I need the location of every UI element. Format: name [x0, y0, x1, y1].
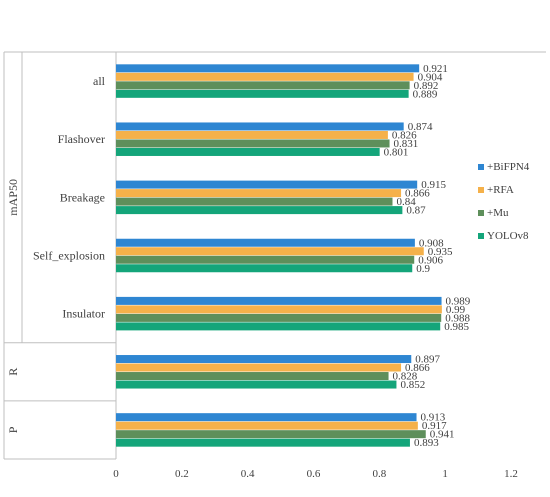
- data-label: 0.9: [416, 263, 430, 275]
- data-label: 0.913: [421, 412, 446, 424]
- data-label: 0.99: [446, 304, 466, 316]
- data-label: 0.988: [445, 312, 470, 324]
- legend: +BiFPN4 +RFA +Mu YOLOv8: [478, 155, 550, 247]
- bar-yolov8-self-explosion: [116, 264, 413, 273]
- data-label: 0.985: [444, 321, 469, 333]
- bar-rfa-all: [116, 72, 414, 81]
- data-label: 0.917: [422, 420, 447, 432]
- group-label-r: R: [6, 368, 20, 376]
- category-label-flashover: Flashover: [58, 132, 105, 146]
- legend-label: YOLOv8: [487, 229, 529, 242]
- data-label: 0.904: [418, 71, 443, 83]
- bar-bifpn4-all: [116, 64, 420, 73]
- bar-bifpn4-insulator: [116, 296, 442, 305]
- bar-yolov8-flashover: [116, 147, 380, 156]
- bar-yolov8-insulator: [116, 322, 441, 331]
- data-label: 0.866: [405, 188, 430, 200]
- x-tick-label: 0.2: [175, 468, 189, 480]
- data-label: 0.826: [392, 129, 417, 141]
- data-label: 0.828: [393, 371, 418, 383]
- bar-rfa-insulator: [116, 305, 442, 314]
- category-label-all: all: [93, 74, 106, 88]
- x-tick-label: 0.6: [307, 468, 321, 480]
- bar-rfa-flashover: [116, 130, 388, 139]
- bar-rfa-breakage: [116, 189, 402, 198]
- category-label-insulator: Insulator: [62, 307, 105, 321]
- x-tick-label: 1.2: [504, 468, 518, 480]
- data-label: 0.908: [419, 237, 444, 249]
- legend-swatch: [478, 209, 484, 216]
- legend-item: YOLOv8: [478, 224, 550, 247]
- bar-rfa-p: [116, 421, 418, 430]
- legend-swatch: [478, 163, 484, 170]
- legend-item: +Mu: [478, 201, 550, 224]
- data-label: 0.915: [421, 179, 446, 191]
- data-label: 0.866: [405, 362, 430, 374]
- data-label: 0.892: [414, 80, 439, 92]
- legend-item: +RFA: [478, 178, 550, 201]
- data-label: 0.831: [394, 138, 419, 150]
- bar-mu-r: [116, 372, 389, 381]
- category-label-breakage: Breakage: [60, 190, 105, 204]
- data-label: 0.874: [408, 121, 433, 133]
- bar-yolov8-breakage: [116, 206, 403, 215]
- bar-yolov8-p: [116, 438, 410, 447]
- data-label: 0.921: [423, 63, 448, 75]
- bar-mu-self-explosion: [116, 255, 415, 264]
- x-tick-label: 1: [442, 468, 448, 480]
- data-label: 0.906: [418, 254, 443, 266]
- bar-mu-flashover: [116, 139, 390, 148]
- legend-swatch: [478, 232, 484, 239]
- bar-bifpn4-r: [116, 355, 412, 364]
- x-tick-label: 0.4: [241, 468, 255, 480]
- data-label: 0.893: [414, 437, 439, 449]
- data-label: 0.889: [413, 88, 438, 100]
- data-label: 0.84: [397, 196, 417, 208]
- bar-bifpn4-p: [116, 413, 417, 422]
- bar-yolov8-r: [116, 380, 397, 389]
- legend-label: +Mu: [487, 206, 509, 219]
- group-label-map50: mAP50: [6, 179, 20, 216]
- category-label-self-explosion: Self_explosion: [33, 249, 105, 263]
- data-label: 0.801: [384, 146, 409, 158]
- data-label: 0.941: [430, 429, 455, 441]
- data-label: 0.87: [406, 205, 426, 217]
- bar-mu-all: [116, 81, 410, 90]
- legend-item: +BiFPN4: [478, 155, 550, 178]
- bar-rfa-self-explosion: [116, 247, 424, 256]
- data-label: 0.897: [415, 354, 440, 366]
- bar-mu-p: [116, 430, 426, 439]
- legend-label: +RFA: [487, 183, 514, 196]
- data-label: 0.852: [400, 379, 425, 391]
- bar-mu-insulator: [116, 313, 442, 322]
- data-label: 0.989: [446, 295, 471, 307]
- x-tick-label: 0.8: [372, 468, 386, 480]
- bar-bifpn4-breakage: [116, 180, 418, 189]
- bar-bifpn4-flashover: [116, 122, 404, 131]
- legend-label: +BiFPN4: [487, 160, 530, 173]
- data-label: 0.935: [428, 246, 453, 258]
- bar-bifpn4-self-explosion: [116, 238, 415, 247]
- group-label-p: P: [6, 426, 20, 433]
- bar-yolov8-all: [116, 89, 409, 98]
- bar-mu-breakage: [116, 197, 393, 206]
- x-tick-label: 0: [113, 468, 119, 480]
- bar-rfa-r: [116, 363, 402, 372]
- legend-swatch: [478, 186, 484, 193]
